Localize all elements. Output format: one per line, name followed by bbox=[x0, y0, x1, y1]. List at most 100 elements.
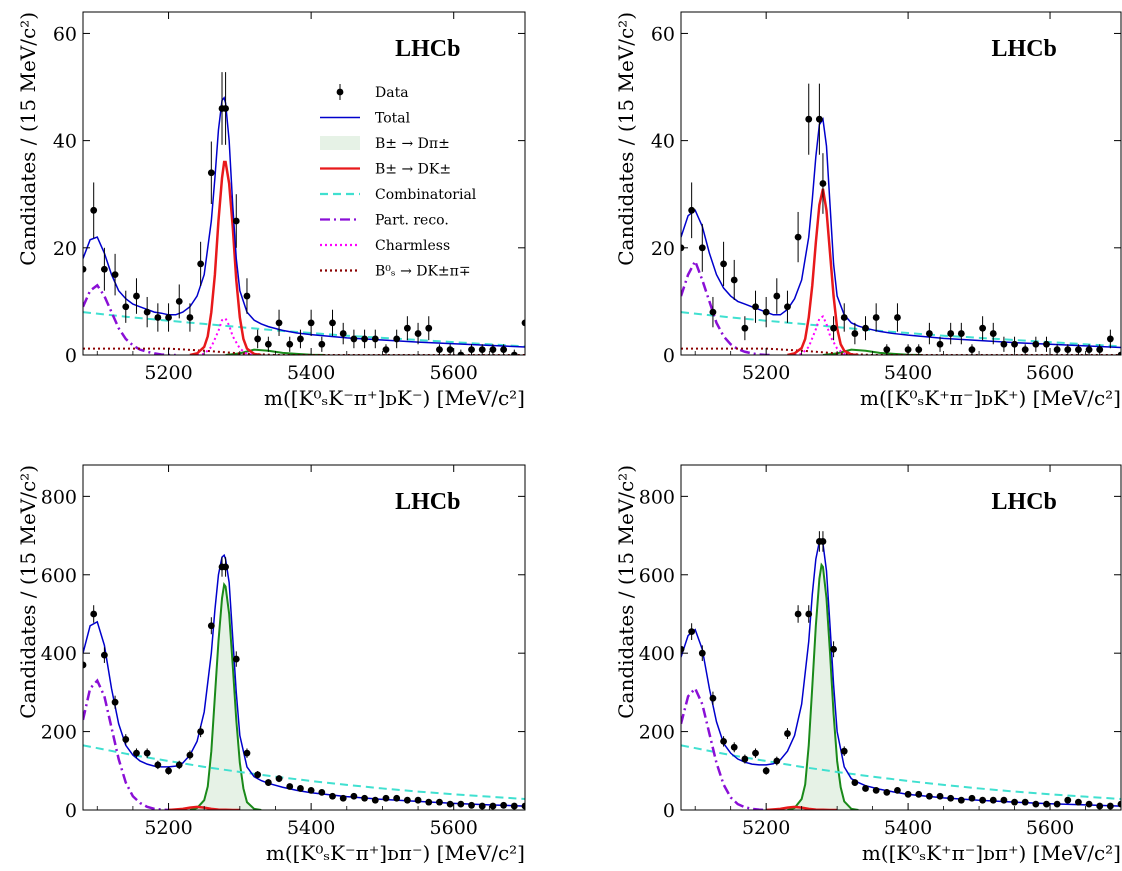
legend-marker-fill bbox=[320, 136, 360, 150]
y-tick-label: 60 bbox=[651, 23, 675, 45]
data-point bbox=[207, 169, 215, 177]
data-point bbox=[894, 786, 901, 794]
data-point bbox=[175, 298, 183, 305]
plot-area bbox=[681, 83, 1121, 355]
y-axis-label: Candidates / (15 MeV/c²) bbox=[614, 12, 638, 266]
data-point bbox=[457, 800, 465, 808]
data-point bbox=[143, 308, 151, 316]
data-point bbox=[254, 771, 262, 779]
legend-label-bs: B⁰ₛ → DK±π∓ bbox=[375, 264, 471, 280]
data-point bbox=[100, 651, 108, 659]
data-point bbox=[794, 233, 802, 241]
data-point bbox=[1032, 800, 1040, 808]
data-point bbox=[805, 610, 813, 618]
data-point bbox=[1096, 802, 1104, 810]
data-point bbox=[361, 794, 368, 802]
data-point bbox=[730, 276, 738, 284]
data-point bbox=[111, 698, 119, 706]
data-point bbox=[318, 788, 326, 796]
data-point bbox=[698, 649, 706, 657]
data-point bbox=[329, 319, 336, 327]
legend-label-charmless: Charmless bbox=[375, 238, 450, 254]
data-point bbox=[1096, 346, 1104, 354]
data-point bbox=[489, 346, 497, 354]
legend-label-combinatorial: Combinatorial bbox=[375, 187, 477, 203]
data-point bbox=[122, 303, 130, 311]
data-point bbox=[468, 346, 475, 354]
x-tick-label: 5200 bbox=[742, 817, 790, 839]
series-part-reco bbox=[83, 283, 176, 355]
data-point bbox=[468, 801, 475, 809]
data-point bbox=[339, 794, 347, 802]
data-point bbox=[350, 335, 358, 343]
y-tick-label: 0 bbox=[65, 800, 77, 822]
data-point bbox=[436, 798, 443, 806]
data-point bbox=[762, 767, 770, 775]
data-point bbox=[414, 330, 422, 337]
experiment-label: LHCb bbox=[992, 489, 1057, 515]
data-point bbox=[752, 303, 759, 311]
chart-panel-4: 5200 5400 5600 0 200 400 600 800 m([K⁰ₛK⁺π⁻]ᴅπ⁺)… bbox=[614, 464, 1122, 865]
data-point bbox=[382, 346, 390, 354]
series-combinatorial bbox=[83, 311, 525, 348]
data-point bbox=[698, 244, 706, 252]
data-point bbox=[382, 794, 390, 802]
data-point bbox=[989, 330, 997, 337]
data-point bbox=[709, 694, 717, 702]
data-point bbox=[1117, 351, 1121, 355]
data-point bbox=[1000, 340, 1008, 348]
series-part-reco bbox=[681, 686, 774, 810]
data-point bbox=[254, 335, 262, 343]
series-part-reco bbox=[681, 258, 774, 355]
data-point bbox=[165, 767, 172, 775]
data-point bbox=[100, 265, 108, 273]
experiment-label: LHCb bbox=[395, 36, 460, 62]
series-part-reco bbox=[83, 678, 176, 810]
x-tick-label: 5200 bbox=[742, 362, 790, 384]
data-point bbox=[446, 800, 454, 808]
series-total bbox=[681, 538, 1121, 807]
data-point bbox=[1075, 798, 1082, 806]
series-bs bbox=[681, 347, 1121, 355]
data-point bbox=[154, 761, 162, 769]
data-point bbox=[989, 796, 997, 804]
data-point bbox=[414, 796, 422, 804]
x-tick-label: 5400 bbox=[884, 817, 932, 839]
data-point bbox=[1011, 798, 1018, 806]
plot-area bbox=[681, 531, 1121, 810]
series-charmless bbox=[794, 314, 852, 355]
experiment-label: LHCb bbox=[395, 489, 460, 515]
data-point bbox=[403, 324, 411, 332]
data-point bbox=[350, 792, 358, 800]
data-point bbox=[1064, 346, 1072, 354]
data-point bbox=[243, 749, 251, 757]
series-combinatorial bbox=[681, 744, 1121, 801]
data-point bbox=[947, 330, 955, 337]
data-point bbox=[1043, 340, 1050, 348]
data-point bbox=[197, 260, 205, 268]
data-point bbox=[862, 324, 869, 332]
series-data bbox=[83, 72, 525, 355]
data-point bbox=[957, 330, 965, 337]
data-point bbox=[681, 645, 685, 653]
x-axis-label: m([K⁰ₛK⁺π⁻]ᴅπ⁺) [MeV/c²] bbox=[862, 841, 1121, 865]
data-point bbox=[979, 796, 987, 804]
data-point bbox=[297, 335, 304, 343]
series-total bbox=[83, 553, 525, 807]
data-point bbox=[1021, 798, 1029, 806]
data-point bbox=[186, 751, 194, 759]
data-point bbox=[709, 308, 717, 316]
data-point bbox=[830, 324, 837, 332]
data-point bbox=[1053, 800, 1061, 808]
data-point bbox=[425, 324, 433, 332]
axes-frame bbox=[82, 11, 526, 356]
legend-marker-data-dot bbox=[336, 88, 344, 96]
data-point bbox=[318, 340, 326, 348]
data-point bbox=[720, 260, 727, 268]
data-point bbox=[773, 292, 781, 300]
data-point bbox=[1011, 340, 1018, 348]
data-point bbox=[730, 743, 738, 751]
x-axis-label: m([K⁰ₛK⁻π⁺]ᴅK⁻) [MeV/c²] bbox=[264, 386, 525, 410]
data-point bbox=[1032, 340, 1040, 348]
